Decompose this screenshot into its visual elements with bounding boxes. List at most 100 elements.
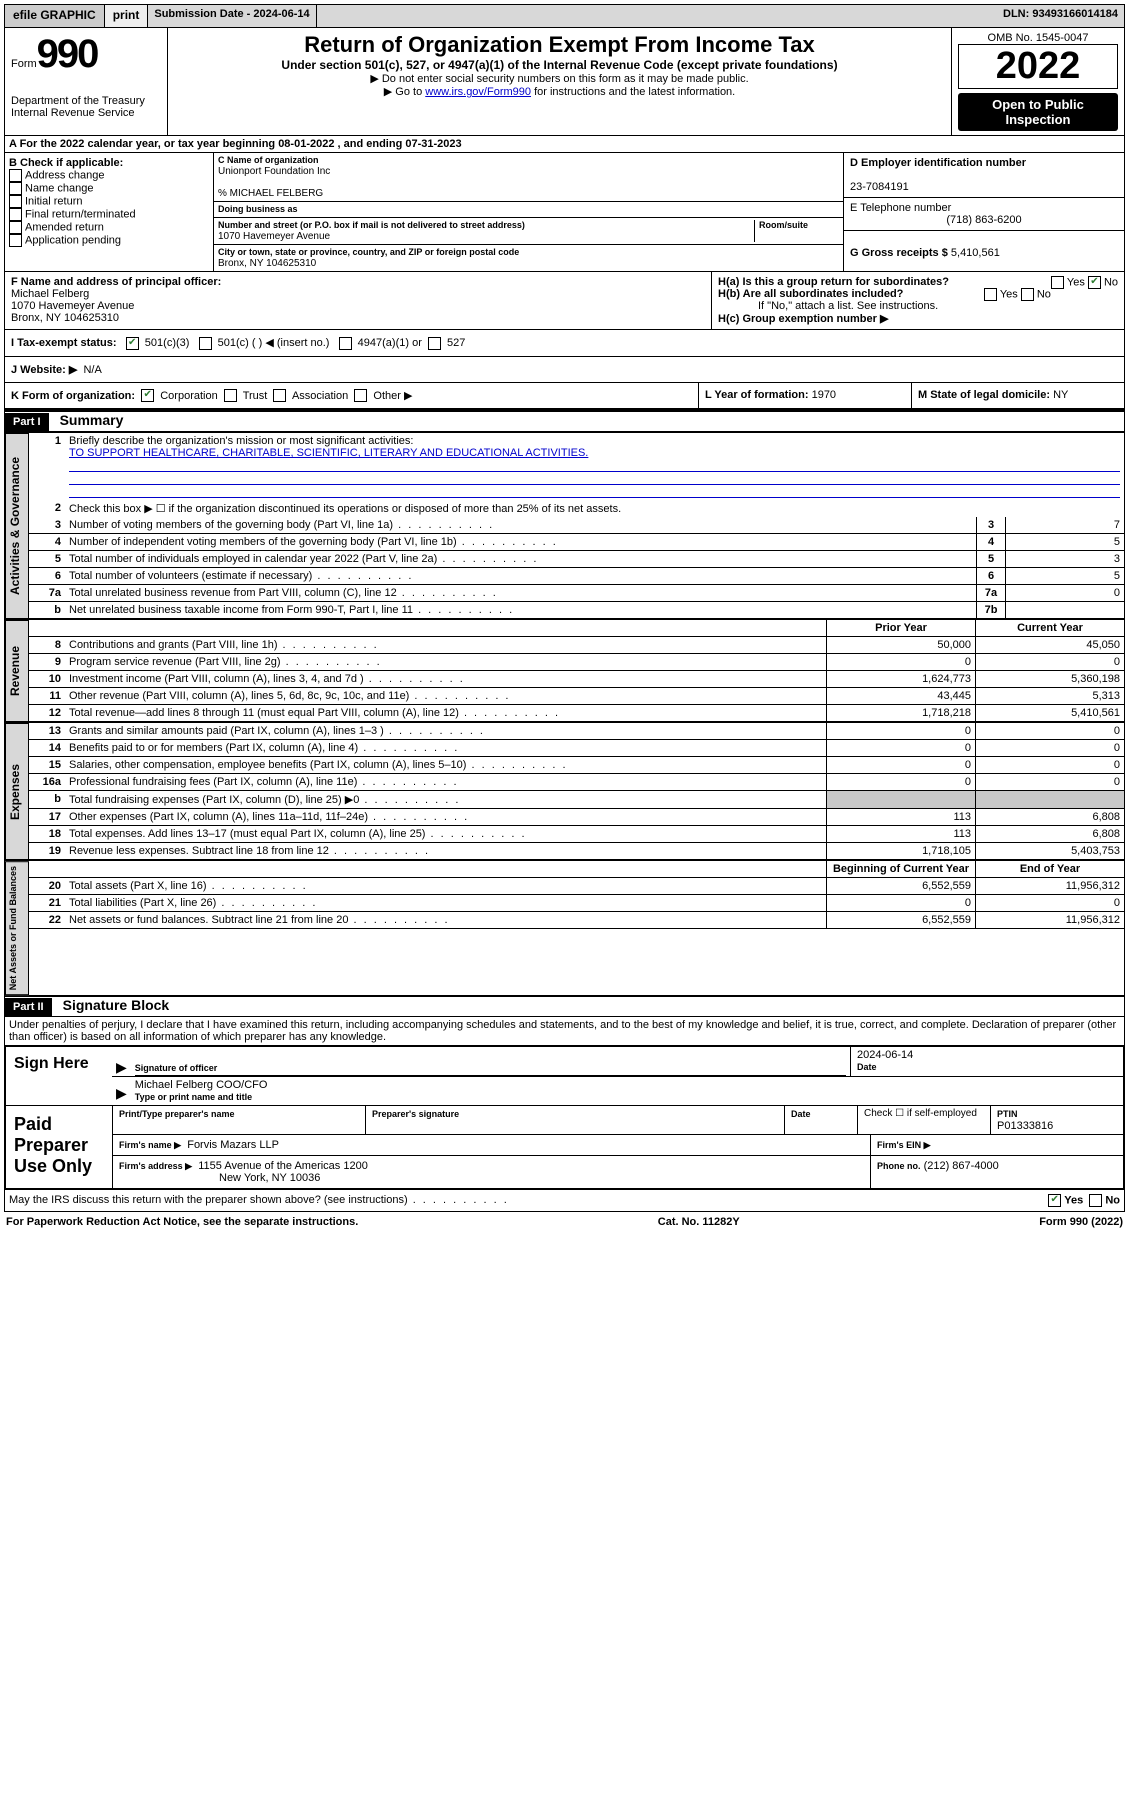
irs-link[interactable]: www.irs.gov/Form990 [425,86,531,98]
exp-row: 15Salaries, other compensation, employee… [29,757,1124,774]
check-self-employed: Check ☐ if self-employed [858,1106,991,1134]
gov-row: 4Number of independent voting members of… [29,534,1124,551]
chk-application-pending[interactable] [9,234,22,247]
chk-trust[interactable] [224,389,237,402]
rev-row: 12Total revenue—add lines 8 through 11 (… [29,705,1124,722]
form-year-cell: OMB No. 1545-0047 2022 Open to Public In… [952,28,1124,135]
firm-name-label: Firm's name ▶ [119,1140,181,1150]
exp-block: Expenses 13Grants and similar amounts pa… [5,722,1124,860]
section-j: J Website: ▶ N/A [5,357,1124,383]
prep-date-label: Date [791,1109,811,1119]
col-l: L Year of formation: 1970 [698,383,911,409]
gov-row: 7aTotal unrelated business revenue from … [29,585,1124,602]
opt-501c3: 501(c)(3) [145,337,190,349]
chk-amended-return[interactable] [9,221,22,234]
j-label: J Website: ▶ [11,364,77,376]
prep-sig-label: Preparer's signature [372,1109,459,1119]
ptin-value: P01333816 [997,1120,1053,1132]
ha-row: H(a) Is this a group return for subordin… [718,276,1118,288]
ha-no: No [1104,276,1118,288]
chk-ha-no[interactable] [1088,276,1101,289]
exp-row: 17Other expenses (Part IX, column (A), l… [29,809,1124,826]
may-irs-row: May the IRS discuss this return with the… [5,1189,1124,1211]
omb-number: OMB No. 1545-0047 [958,32,1118,44]
hb-row: H(b) Are all subordinates included? Yes … [718,288,1118,300]
ptin-label: PTIN [997,1109,1018,1119]
q2-row: 2 Check this box ▶ ☐ if the organization… [29,500,1124,517]
gov-row: 6Total number of volunteers (estimate if… [29,568,1124,585]
state-domicile: NY [1053,389,1068,401]
firm-ein-label: Firm's EIN ▶ [877,1140,931,1150]
firm-addr: 1155 Avenue of the Americas 1200 [198,1160,368,1172]
chk-address-change[interactable] [9,169,22,182]
chk-4947[interactable] [339,337,352,350]
col-prior: Prior Year [826,620,975,636]
section-klm: K Form of organization: Corporation Trus… [5,383,1124,411]
chk-ha-yes[interactable] [1051,276,1064,289]
exp-row: bTotal fundraising expenses (Part IX, co… [29,791,1124,809]
i-label: I Tax-exempt status: [11,337,117,349]
page-footer: For Paperwork Reduction Act Notice, see … [4,1212,1125,1232]
mission-text: TO SUPPORT HEALTHCARE, CHARITABLE, SCIEN… [69,447,588,459]
print-button[interactable]: print [105,5,149,27]
chk-corp[interactable] [141,389,154,402]
chk-assoc[interactable] [273,389,286,402]
section-fh: F Name and address of principal officer:… [5,272,1124,330]
f-label: F Name and address of principal officer: [11,276,221,288]
chk-discuss-no[interactable] [1089,1194,1102,1207]
firm-phone: (212) 867-4000 [924,1160,999,1172]
hb-label: H(b) Are all subordinates included? [718,288,903,300]
chk-501c3[interactable] [126,337,139,350]
dln-label: DLN: 93493166014184 [997,5,1124,27]
opt-501c: 501(c) ( ) ◀ (insert no.) [218,337,330,349]
col-b-checkboxes: B Check if applicable: Address change Na… [5,153,214,271]
hb-no: No [1037,288,1051,300]
footer-mid: Cat. No. 11282Y [658,1216,740,1228]
e-label: E Telephone number [850,202,951,214]
website-row: J Website: ▶ N/A [5,357,1124,382]
chk-hb-yes[interactable] [984,288,997,301]
d-label: D Employer identification number [850,157,1026,169]
firm-addr-label: Firm's address ▶ [119,1161,192,1171]
part2-title: Signature Block [55,995,178,1015]
room-label: Room/suite [759,220,808,230]
sign-here-row: Sign Here ▶ Signature of officer 2024-06… [6,1047,1123,1106]
firm-city: New York, NY 10036 [119,1172,864,1184]
q2-text: Check this box ▶ ☐ if the organization d… [65,500,1124,517]
dba-label: Doing business as [218,204,298,214]
addr-label: Number and street (or P.O. box if mail i… [218,220,525,230]
col-curr: Current Year [975,620,1124,636]
k-assoc: Association [292,390,348,402]
part2-bar: Part II [5,998,52,1016]
net-content: Beginning of Current Year End of Year 20… [29,861,1124,995]
phone-value: (718) 863-6200 [850,214,1118,226]
section-a: B Check if applicable: Address change Na… [5,153,1124,272]
chk-name-change[interactable] [9,182,22,195]
discuss-no: No [1105,1195,1120,1207]
m-label: M State of legal domicile: [918,389,1050,401]
city-block: City or town, state or province, country… [214,245,843,271]
g-label: G Gross receipts $ [850,247,948,259]
form-subtitle: Under section 501(c), 527, or 4947(a)(1)… [174,58,945,72]
form-note-2: ▶ Go to www.irs.gov/Form990 for instruct… [174,85,945,98]
chk-discuss-yes[interactable] [1048,1194,1061,1207]
chk-527[interactable] [428,337,441,350]
chk-hb-no[interactable] [1021,288,1034,301]
col-h: H(a) Is this a group return for subordin… [712,272,1124,329]
officer-name: Michael Felberg [11,288,89,300]
chk-501c[interactable] [199,337,212,350]
firm-name: Forvis Mazars LLP [187,1139,279,1151]
city-label: City or town, state or province, country… [218,247,519,257]
paid-preparer-label: Paid Preparer Use Only [6,1106,112,1188]
exp-row: 16aProfessional fundraising fees (Part I… [29,774,1124,791]
gov-row: bNet unrelated business taxable income f… [29,602,1124,619]
officer-typed-name: Michael Felberg COO/CFO [135,1079,268,1091]
part1-title: Summary [52,410,132,430]
col-k: K Form of organization: Corporation Trus… [5,383,698,409]
ha-yes: Yes [1067,276,1085,288]
chk-other[interactable] [354,389,367,402]
chk-initial-return[interactable] [9,195,22,208]
chk-final-return[interactable] [9,208,22,221]
sig-date: 2024-06-14 [857,1049,913,1061]
efile-button[interactable]: efile GRAPHIC [5,5,105,27]
